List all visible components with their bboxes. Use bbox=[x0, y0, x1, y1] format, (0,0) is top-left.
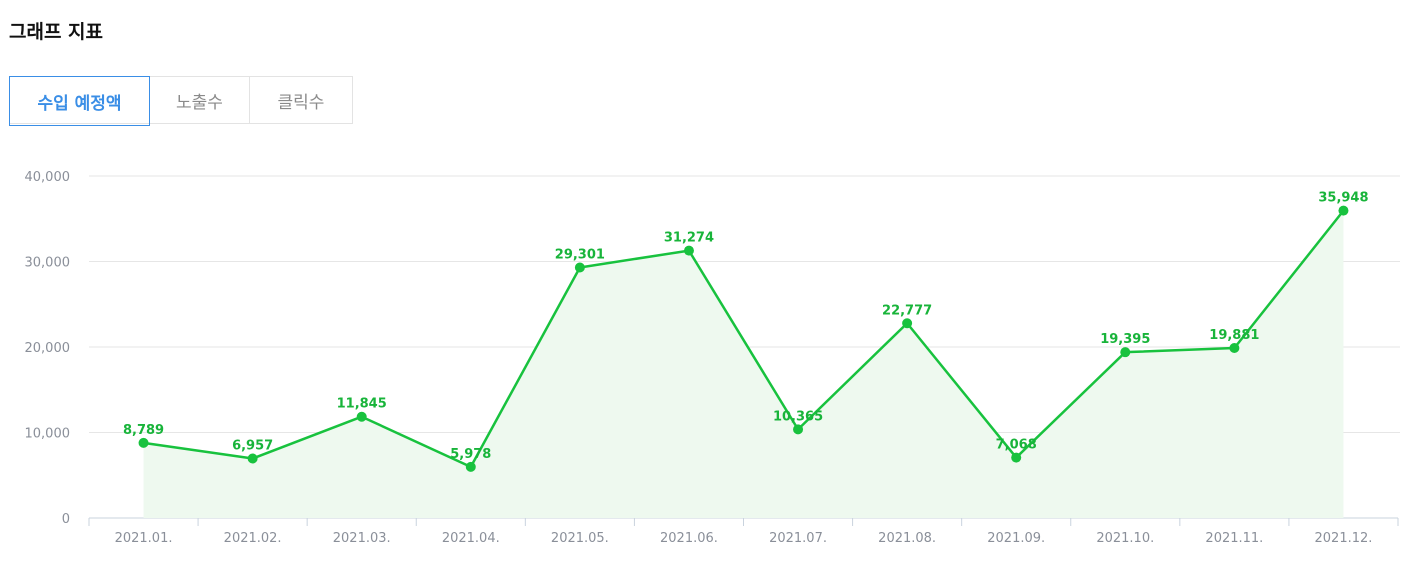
x-tick-label: 2021.10. bbox=[1096, 531, 1154, 546]
data-point bbox=[1338, 205, 1349, 216]
data-point bbox=[902, 318, 913, 329]
y-tick-label: 30,000 bbox=[25, 256, 71, 271]
x-tick-label: 2021.05. bbox=[551, 531, 609, 546]
data-label: 31,274 bbox=[664, 231, 714, 246]
x-tick-label: 2021.07. bbox=[769, 531, 827, 546]
x-tick-label: 2021.01. bbox=[115, 531, 173, 546]
data-point bbox=[247, 453, 258, 464]
y-tick-label: 10,000 bbox=[25, 427, 71, 442]
tab-clicks[interactable]: 클릭수 bbox=[277, 92, 325, 113]
data-label: 35,948 bbox=[1318, 191, 1368, 206]
data-point bbox=[683, 245, 694, 256]
data-label: 6,957 bbox=[232, 439, 273, 454]
data-label: 22,777 bbox=[882, 303, 932, 318]
data-point bbox=[574, 262, 585, 273]
y-tick-label: 40,000 bbox=[25, 170, 71, 185]
x-tick-label: 2021.11. bbox=[1205, 531, 1263, 546]
x-tick-label: 2021.09. bbox=[987, 531, 1045, 546]
data-label: 10,365 bbox=[773, 409, 823, 424]
data-point bbox=[465, 461, 476, 472]
data-point bbox=[1229, 343, 1240, 354]
x-tick-label: 2021.08. bbox=[878, 531, 936, 546]
x-tick-label: 2021.12. bbox=[1315, 531, 1373, 546]
data-label: 19,395 bbox=[1100, 332, 1150, 347]
series-line bbox=[143, 209, 1345, 469]
data-point bbox=[793, 424, 804, 435]
data-point bbox=[356, 411, 367, 422]
x-tick-label: 2021.04. bbox=[442, 531, 500, 546]
x-tick-label: 2021.06. bbox=[660, 531, 718, 546]
x-tick-label: 2021.02. bbox=[224, 531, 282, 546]
y-tick-label: 0 bbox=[62, 512, 70, 527]
metric-tabs: 수입 예정액 노출수 클릭수 bbox=[9, 76, 353, 126]
data-point bbox=[1120, 347, 1131, 358]
x-tick-label: 2021.03. bbox=[333, 531, 391, 546]
data-label: 8,789 bbox=[123, 423, 164, 438]
y-tick-label: 20,000 bbox=[25, 341, 71, 356]
data-label: 29,301 bbox=[555, 247, 605, 262]
data-point bbox=[1011, 452, 1022, 463]
data-point bbox=[138, 437, 149, 448]
data-label: 7,068 bbox=[996, 438, 1037, 453]
tab-expected-revenue[interactable]: 수입 예정액 bbox=[9, 76, 150, 126]
series-area bbox=[143, 210, 1344, 519]
data-label: 19,881 bbox=[1209, 328, 1259, 343]
tab-impressions[interactable]: 노출수 bbox=[150, 76, 250, 124]
data-label: 5,978 bbox=[450, 447, 491, 462]
data-label: 11,845 bbox=[337, 397, 387, 412]
page-title: 그래프 지표 bbox=[9, 21, 104, 43]
